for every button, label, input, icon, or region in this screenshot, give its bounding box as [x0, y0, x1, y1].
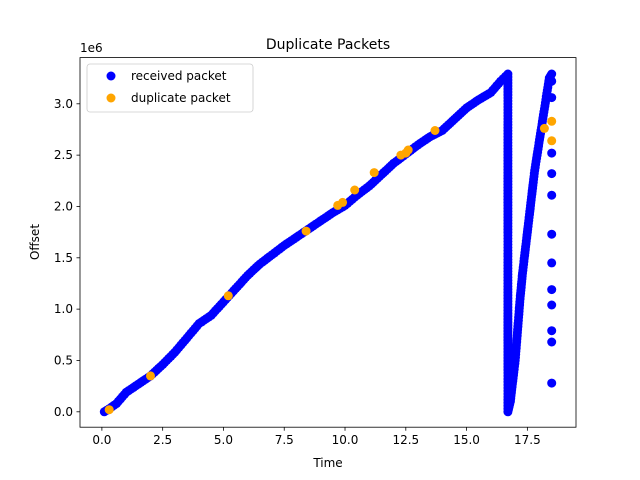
x-tick-label: 2.5	[153, 433, 172, 447]
x-tick-label: 10.0	[332, 433, 359, 447]
legend: received packet duplicate packet	[86, 63, 254, 113]
y-axis-label: Offset	[28, 224, 42, 260]
received-packet-point	[547, 378, 557, 388]
duplicate-packet-point	[430, 126, 440, 135]
x-tick-label: 5.0	[214, 433, 233, 447]
legend-box	[86, 63, 254, 113]
duplicate-packet-point	[403, 145, 413, 155]
legend-marker-received	[106, 71, 116, 81]
duplicate-packet-point	[547, 136, 557, 146]
y-axis-multiplier: 1e6	[80, 41, 103, 55]
received-packet-point	[547, 148, 557, 158]
plot-frame	[79, 57, 577, 428]
legend-label-duplicate: duplicate packet	[131, 91, 231, 105]
received-packet-point	[547, 190, 557, 200]
duplicate-packet-point	[338, 197, 348, 207]
received-packet-point	[547, 69, 557, 79]
plot-marks	[99, 69, 557, 417]
duplicate-packet-point	[301, 226, 311, 236]
duplicate-packet-point	[104, 405, 114, 415]
x-tick-label: 0.0	[92, 433, 111, 447]
x-axis-ticks: 0.0 2.5 5.0 7.5 10.0 12.5 15.0 17.5	[92, 427, 541, 447]
received-packet-point	[547, 76, 557, 86]
duplicate-packet-point	[146, 371, 155, 381]
duplicate-packet-point	[539, 123, 549, 133]
legend-label-received: received packet	[131, 69, 227, 83]
x-tick-label: 17.5	[514, 433, 541, 447]
received-packet-point	[547, 337, 557, 347]
x-axis-label: Time	[312, 456, 342, 470]
x-tick-label: 7.5	[275, 433, 294, 447]
duplicate-packet-point	[547, 116, 557, 126]
received-packet-point	[547, 285, 557, 295]
y-tick-label: 3.0	[54, 97, 73, 111]
received-packet-point	[547, 169, 557, 179]
y-tick-label: 1.0	[54, 302, 73, 316]
received-packet-point	[547, 93, 557, 103]
received-packet-point	[547, 258, 557, 268]
legend-marker-duplicate	[106, 93, 116, 103]
y-tick-label: 0.0	[54, 405, 73, 419]
y-tick-label: 2.5	[54, 148, 73, 162]
y-axis-ticks: 0.0 0.5 1.0 1.5 2.0 2.5 3.0	[54, 97, 80, 419]
received-packet-point	[547, 300, 557, 310]
y-tick-label: 1.5	[54, 251, 73, 265]
received-packet-point	[547, 326, 557, 336]
received-packet-point	[547, 229, 557, 239]
duplicate-packet-point	[223, 291, 233, 301]
y-tick-label: 0.5	[54, 353, 73, 367]
duplicate-packet-point	[369, 168, 379, 178]
y-tick-label: 2.0	[54, 199, 73, 213]
chart-title: Duplicate Packets	[266, 37, 390, 53]
x-tick-label: 12.5	[392, 433, 419, 447]
x-tick-label: 15.0	[453, 433, 480, 447]
duplicate-packet-point	[350, 185, 360, 195]
